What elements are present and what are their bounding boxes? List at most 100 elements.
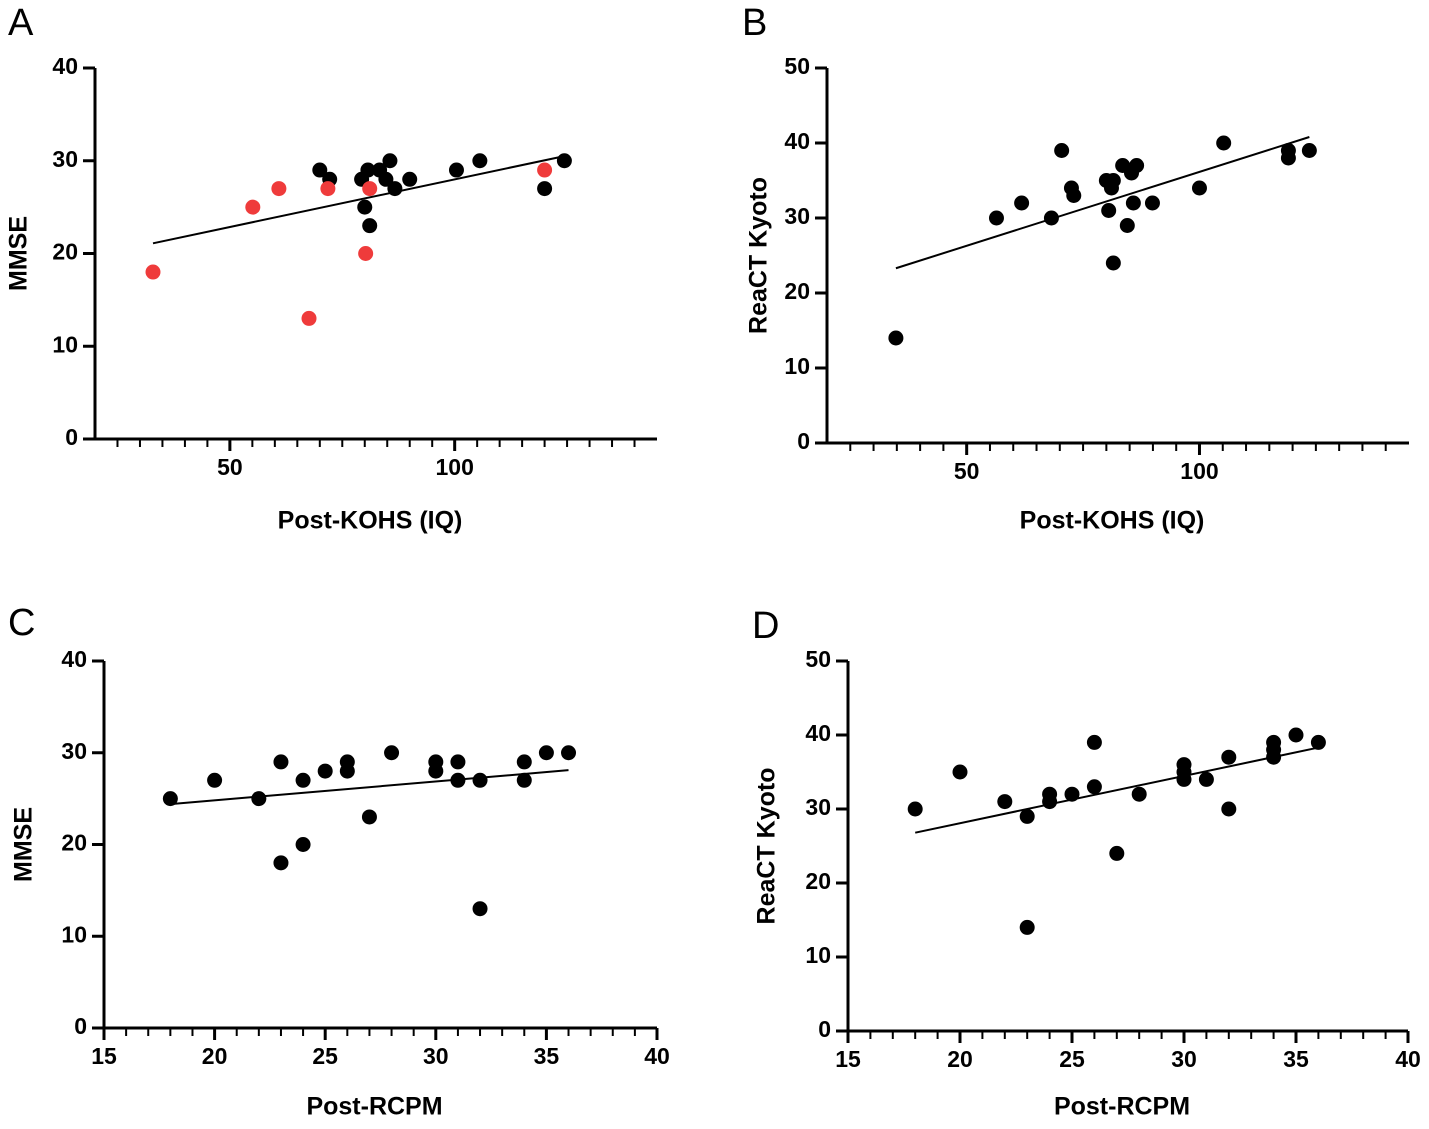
point: [450, 754, 466, 770]
point: [448, 162, 464, 178]
point: [1105, 173, 1121, 188]
point: [312, 162, 328, 178]
point: [1144, 195, 1160, 211]
point: [537, 181, 553, 197]
point: [402, 171, 418, 187]
x-tick-label: 25: [312, 1043, 338, 1069]
y-tick-label: 40: [52, 53, 78, 79]
x-axis-label: Post-KOHS (IQ): [1020, 507, 1205, 535]
y-tick-label: 50: [784, 53, 810, 79]
fit-line: [152, 155, 565, 245]
point: [1119, 218, 1135, 233]
point: [387, 181, 403, 197]
x-tick-label: 100: [1180, 458, 1218, 484]
y-tick-label: 0: [818, 1016, 831, 1042]
y-tick-label: 10: [61, 921, 87, 947]
point: [537, 162, 553, 178]
point: [1176, 771, 1192, 787]
x-tick-label: 20: [202, 1043, 228, 1069]
point: [1086, 734, 1102, 750]
x-tick-label: 20: [947, 1046, 973, 1072]
y-axis-label: ReaCT Kyoto: [745, 177, 773, 334]
point: [1014, 195, 1030, 211]
y-tick-label: 20: [61, 830, 87, 856]
x-tick-label: 50: [954, 458, 980, 484]
point: [362, 218, 378, 234]
point: [472, 901, 488, 917]
y-tick-label: 30: [805, 794, 831, 820]
point: [245, 199, 261, 215]
point: [888, 330, 904, 346]
point: [1101, 203, 1117, 218]
point: [145, 264, 161, 280]
point: [1109, 845, 1125, 861]
fit-line: [170, 769, 569, 806]
y-tick-label: 20: [52, 239, 78, 265]
point: [301, 310, 317, 326]
point: [907, 801, 923, 817]
y-tick-label: 0: [797, 428, 810, 454]
panel-label: A: [8, 2, 34, 44]
point: [1221, 801, 1237, 817]
point: [1216, 135, 1232, 151]
point: [1266, 749, 1282, 765]
point: [1191, 180, 1207, 196]
x-tick-label: 50: [217, 454, 243, 480]
y-tick-label: 40: [784, 128, 810, 154]
point: [472, 153, 488, 169]
point: [1064, 786, 1080, 802]
fit-line: [895, 136, 1310, 270]
point: [358, 246, 374, 261]
point: [357, 199, 373, 215]
point: [538, 745, 554, 761]
point: [339, 763, 355, 779]
point: [1198, 771, 1214, 787]
point: [384, 745, 400, 761]
y-axis-label: MMSE: [5, 216, 33, 291]
point: [1105, 255, 1121, 271]
point: [1054, 143, 1070, 158]
y-tick-label: 0: [74, 1013, 87, 1039]
point: [1288, 727, 1304, 743]
panel-label: D: [752, 605, 779, 647]
x-axis-label: Post-KOHS (IQ): [278, 507, 463, 535]
panel-label: C: [8, 602, 35, 644]
point: [428, 763, 444, 779]
x-tick-label: 40: [1395, 1046, 1421, 1072]
x-tick-label: 35: [1283, 1046, 1309, 1072]
y-tick-label: 40: [61, 646, 87, 672]
y-tick-label: 40: [805, 720, 831, 746]
point: [1019, 919, 1035, 935]
x-axis-label: Post-RCPM: [1054, 1093, 1190, 1121]
y-tick-label: 10: [52, 331, 78, 357]
point: [516, 754, 532, 770]
point: [1125, 195, 1141, 211]
y-axis-label: ReaCT Kyoto: [753, 768, 781, 925]
point: [1066, 188, 1082, 203]
x-tick-label: 100: [435, 454, 473, 480]
point: [1221, 749, 1237, 765]
point: [207, 772, 223, 788]
point: [556, 153, 572, 169]
point: [1131, 786, 1147, 802]
x-tick-label: 15: [835, 1046, 861, 1072]
x-tick-label: 30: [423, 1043, 449, 1069]
point: [450, 772, 466, 788]
x-tick-label: 15: [91, 1043, 117, 1069]
point: [1043, 210, 1059, 226]
x-axis-label: Post-RCPM: [306, 1093, 442, 1121]
point: [360, 162, 376, 178]
point: [378, 171, 394, 187]
point: [1042, 794, 1058, 810]
point: [273, 754, 289, 770]
y-tick-label: 10: [784, 353, 810, 379]
point: [516, 772, 532, 788]
point: [382, 153, 398, 169]
point: [472, 772, 488, 788]
y-tick-label: 30: [61, 738, 87, 764]
y-tick-label: 0: [65, 424, 78, 450]
point: [1301, 143, 1317, 158]
x-tick-label: 40: [644, 1043, 670, 1069]
point: [251, 791, 267, 807]
